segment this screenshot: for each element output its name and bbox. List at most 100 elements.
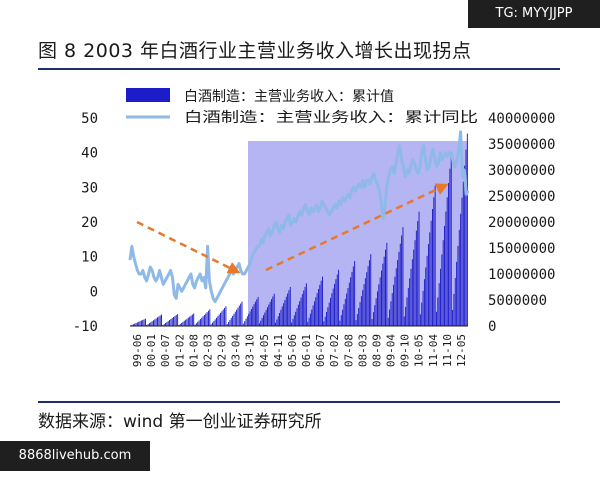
left-tick-label: 20 [81, 215, 98, 231]
bar [323, 321, 325, 326]
bar [391, 293, 393, 326]
bar [132, 324, 134, 326]
bar [393, 284, 395, 326]
bar [327, 307, 329, 326]
bar [249, 311, 251, 326]
bar [143, 319, 145, 326]
bar [135, 322, 137, 326]
bar [339, 320, 341, 326]
bar [273, 293, 275, 326]
bar [213, 321, 215, 326]
bar [382, 263, 384, 326]
bar [214, 319, 216, 326]
bar [326, 311, 327, 326]
bar [395, 268, 397, 326]
bar [452, 309, 454, 326]
bar [165, 323, 167, 326]
bar [299, 301, 301, 326]
bar [309, 313, 311, 326]
bar [440, 268, 441, 326]
bar [237, 307, 239, 326]
bar [376, 291, 378, 326]
bar [205, 313, 207, 326]
bar [297, 304, 299, 326]
bar [284, 300, 286, 326]
x-tick-label: 99-06 [131, 334, 144, 367]
bar [288, 290, 290, 326]
bar [134, 323, 136, 326]
bar [185, 319, 187, 326]
bar [338, 269, 340, 326]
bar [139, 321, 141, 326]
bar [197, 321, 199, 326]
bar [277, 316, 279, 326]
bar [386, 242, 388, 326]
bar [159, 315, 161, 326]
x-tick-label: 06-07 [314, 334, 327, 367]
bar [186, 318, 188, 326]
bar [343, 304, 345, 326]
bar [201, 317, 203, 326]
bar [261, 317, 263, 326]
bar [193, 313, 195, 326]
bar [331, 293, 333, 326]
x-tick-label: 11-04 [427, 334, 440, 367]
bar [378, 284, 380, 326]
bar [281, 306, 283, 326]
bar [344, 298, 346, 326]
bar [437, 297, 439, 326]
bar [417, 221, 419, 326]
bar [442, 240, 444, 326]
bar [177, 314, 179, 326]
bar [320, 280, 322, 326]
bar [464, 165, 466, 326]
bar [368, 260, 370, 326]
bar [147, 324, 149, 326]
bar [453, 293, 455, 326]
bar [418, 211, 420, 326]
legend-label-line: 白酒制造：主营业务收入：累计同比 [184, 110, 478, 126]
bar [430, 220, 432, 326]
bar [438, 283, 440, 326]
bar [267, 307, 268, 326]
bar [167, 321, 169, 326]
bar [322, 276, 323, 326]
bar [348, 282, 350, 326]
bar [301, 294, 303, 326]
bar [203, 314, 205, 326]
legend-swatch-bar [126, 88, 170, 102]
bar [462, 181, 464, 326]
right-tick-label: 0 [488, 319, 496, 335]
bar [383, 256, 385, 326]
bar [433, 197, 435, 326]
bar [359, 302, 361, 326]
right-tick-label: 20000000 [488, 215, 555, 231]
left-tick-label: 30 [81, 180, 98, 196]
x-tick-label: 05-06 [286, 334, 299, 367]
bar [414, 240, 416, 326]
x-tick-label: 02-09 [216, 334, 229, 367]
bar [175, 315, 177, 326]
x-tick-label: 08-03 [356, 334, 369, 367]
bar [313, 301, 315, 326]
left-tick-label: 0 [90, 284, 98, 300]
bar [253, 304, 255, 326]
bar [265, 309, 267, 326]
bar [304, 286, 306, 326]
bar [241, 301, 243, 326]
bar [330, 297, 331, 326]
bar [307, 321, 309, 326]
bar [163, 324, 165, 326]
bar [283, 303, 285, 326]
bar [425, 267, 427, 326]
bar [264, 312, 266, 326]
bar [187, 317, 189, 326]
x-tick-label: 07-08 [342, 334, 355, 367]
bar [240, 303, 242, 326]
arrow-rise [265, 183, 449, 272]
bar [181, 322, 183, 326]
bar [336, 274, 338, 326]
x-tick-label: 02-03 [202, 334, 215, 367]
bar [236, 309, 238, 326]
bar [358, 308, 360, 326]
